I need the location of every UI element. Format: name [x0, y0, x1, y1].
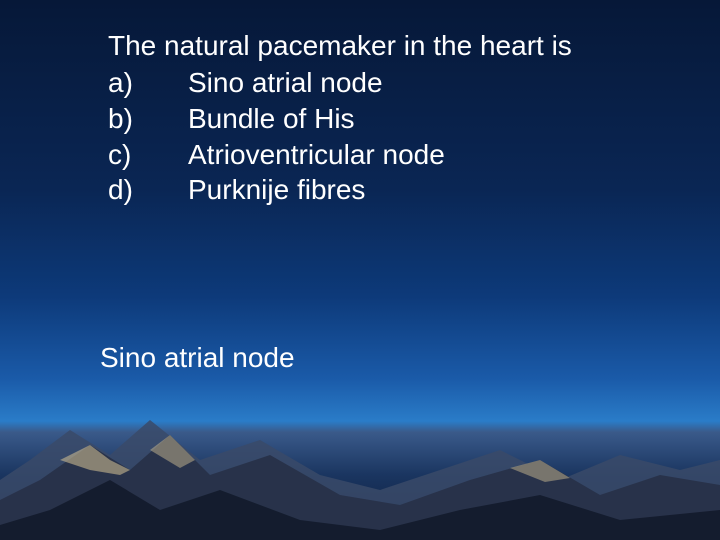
option-text: Bundle of His: [188, 101, 355, 137]
option-d: d) Purknije fibres: [108, 172, 668, 208]
content-block: The natural pacemaker in the heart is a)…: [108, 28, 668, 208]
option-a: a) Sino atrial node: [108, 65, 668, 101]
answer-text: Sino atrial node: [100, 342, 295, 374]
option-b: b) Bundle of His: [108, 101, 668, 137]
option-letter: d): [108, 172, 188, 208]
options-list: a) Sino atrial node b) Bundle of His c) …: [108, 65, 668, 208]
option-text: Sino atrial node: [188, 65, 383, 101]
slide: The natural pacemaker in the heart is a)…: [0, 0, 720, 540]
option-text: Purknije fibres: [188, 172, 365, 208]
option-c: c) Atrioventricular node: [108, 137, 668, 173]
option-letter: a): [108, 65, 188, 101]
option-letter: b): [108, 101, 188, 137]
question-text: The natural pacemaker in the heart is: [108, 28, 668, 63]
option-text: Atrioventricular node: [188, 137, 445, 173]
terrain-illustration: [0, 360, 720, 540]
option-letter: c): [108, 137, 188, 173]
